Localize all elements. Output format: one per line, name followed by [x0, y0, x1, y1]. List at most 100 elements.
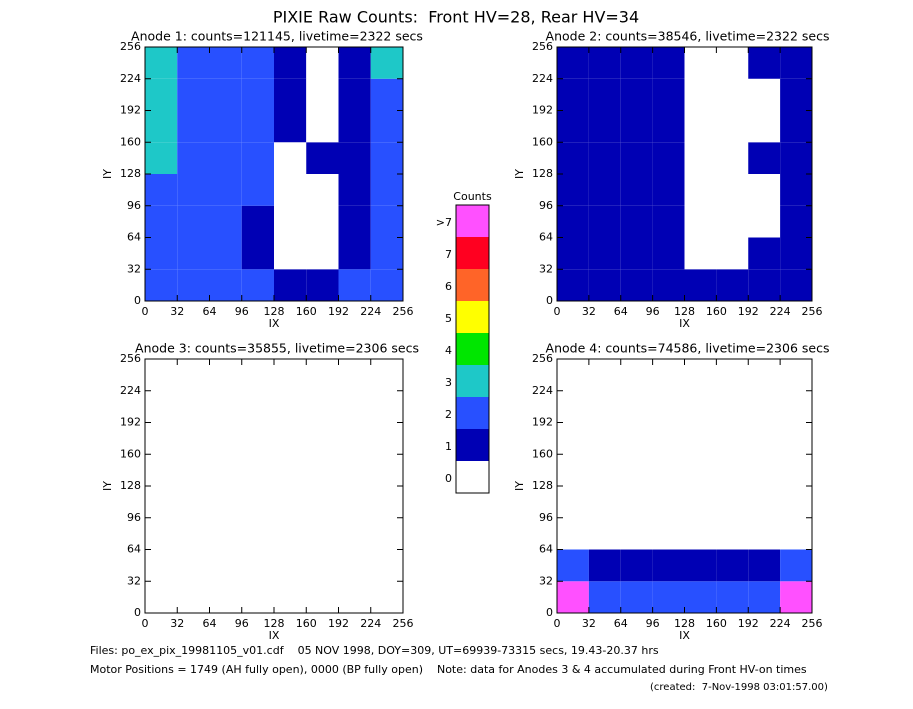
y-axis-label: IY [513, 169, 526, 179]
x-tick-label: 32 [582, 617, 596, 630]
colorbar-frame [455, 204, 490, 494]
y-tick-label: 128 [120, 479, 141, 492]
heatmap-cell [588, 142, 621, 174]
y-tick-label: 128 [532, 167, 553, 180]
heatmap-cell [274, 205, 307, 238]
heatmap-cell [306, 237, 339, 270]
footer-files: Files: po_ex_pix_19981105_v01.cdf 05 NOV… [90, 644, 659, 657]
heatmap-cell [780, 454, 812, 486]
x-tick-label: 128 [674, 305, 695, 318]
heatmap-cell [370, 205, 403, 238]
heatmap-cell [306, 422, 339, 455]
heatmap-cell [145, 269, 178, 301]
heatmap-cell [370, 110, 403, 143]
heatmap-cell [177, 78, 210, 111]
heatmap-cell [145, 359, 178, 391]
heatmap-cell [145, 205, 178, 238]
heatmap-cell [306, 205, 339, 238]
heatmap-cell [748, 359, 781, 391]
x-tick-label: 32 [170, 617, 184, 630]
heatmap-cell [748, 205, 781, 238]
x-tick-label: 256 [393, 617, 414, 630]
y-tick-label: 32 [539, 574, 553, 587]
footer-note: Motor Positions = 1749 (AH fully open), … [90, 663, 807, 676]
colorbar-segment [456, 365, 489, 397]
x-tick-label: 160 [296, 305, 317, 318]
x-tick-label: 224 [770, 617, 791, 630]
heatmap-cell [716, 110, 749, 143]
heatmap-cell [588, 454, 621, 486]
heatmap-cell [338, 78, 371, 111]
heatmap-cell [652, 78, 685, 111]
heatmap-cell [145, 486, 178, 518]
heatmap-cell [370, 142, 403, 174]
heatmap-cell [652, 390, 685, 423]
x-tick-label: 96 [235, 617, 249, 630]
heatmap-cell [557, 517, 589, 550]
y-tick-label: 32 [539, 262, 553, 275]
heatmap-cell [209, 486, 242, 518]
heatmap-cell [748, 174, 781, 206]
heatmap-cell [241, 581, 274, 613]
heatmap-cell [557, 47, 589, 79]
y-tick-label: 160 [532, 447, 553, 460]
heatmap-cell [716, 454, 749, 486]
heatmap-cell [145, 549, 178, 582]
y-tick-label: 64 [127, 543, 141, 556]
heatmap-cell [209, 78, 242, 111]
x-tick-label: 224 [770, 305, 791, 318]
heatmap-cell [241, 359, 274, 391]
heatmap-cell [338, 237, 371, 270]
heatmap-cell [780, 486, 812, 518]
heatmap-cell [209, 549, 242, 582]
x-axis-label: IX [269, 629, 280, 642]
heatmap-cell [370, 390, 403, 423]
heatmap-cell [684, 47, 717, 79]
y-tick-label: 224 [532, 72, 553, 85]
y-tick-label: 96 [539, 511, 553, 524]
heatmap-cell [748, 581, 781, 613]
heatmap-cell [274, 142, 307, 174]
heatmap-cell [620, 205, 653, 238]
panel-title: Anode 4: counts=74586, livetime=2306 sec… [546, 341, 830, 356]
heatmap-cell [588, 549, 621, 582]
heatmap-cell [620, 269, 653, 301]
heatmap-cell [684, 142, 717, 174]
heatmap-cell [306, 486, 339, 518]
heatmap-cell [338, 454, 371, 486]
heatmap-cell [748, 78, 781, 111]
heatmap-cell [209, 422, 242, 455]
heatmap-cell [716, 422, 749, 455]
heatmap-cell [209, 269, 242, 301]
heatmap-cell [748, 269, 781, 301]
heatmap-cell [241, 422, 274, 455]
heatmap-cell [716, 549, 749, 582]
heatmap-cell [370, 581, 403, 613]
heatmap-cell [780, 269, 812, 301]
heatmap-cell [241, 486, 274, 518]
heatmap-cell [177, 390, 210, 423]
x-tick-label: 192 [738, 617, 759, 630]
y-tick-label: 128 [120, 167, 141, 180]
heatmap-cell [748, 142, 781, 174]
heatmap-cell [716, 581, 749, 613]
heatmap-cell [338, 269, 371, 301]
heatmap-cell [370, 269, 403, 301]
heatmap-cell [274, 359, 307, 391]
heatmap-cell [145, 237, 178, 270]
heatmap-cell [306, 359, 339, 391]
heatmap-cell [145, 517, 178, 550]
heatmap-cell [684, 205, 717, 238]
y-tick-label: 64 [539, 231, 553, 244]
heatmap-cell [241, 390, 274, 423]
heatmap-cell [684, 486, 717, 518]
heatmap-cell [652, 549, 685, 582]
x-tick-label: 32 [170, 305, 184, 318]
heatmap-cell [177, 359, 210, 391]
heatmap-cell [241, 78, 274, 111]
heatmap-cell [620, 390, 653, 423]
x-tick-label: 256 [802, 305, 823, 318]
heatmap-cell [241, 517, 274, 550]
